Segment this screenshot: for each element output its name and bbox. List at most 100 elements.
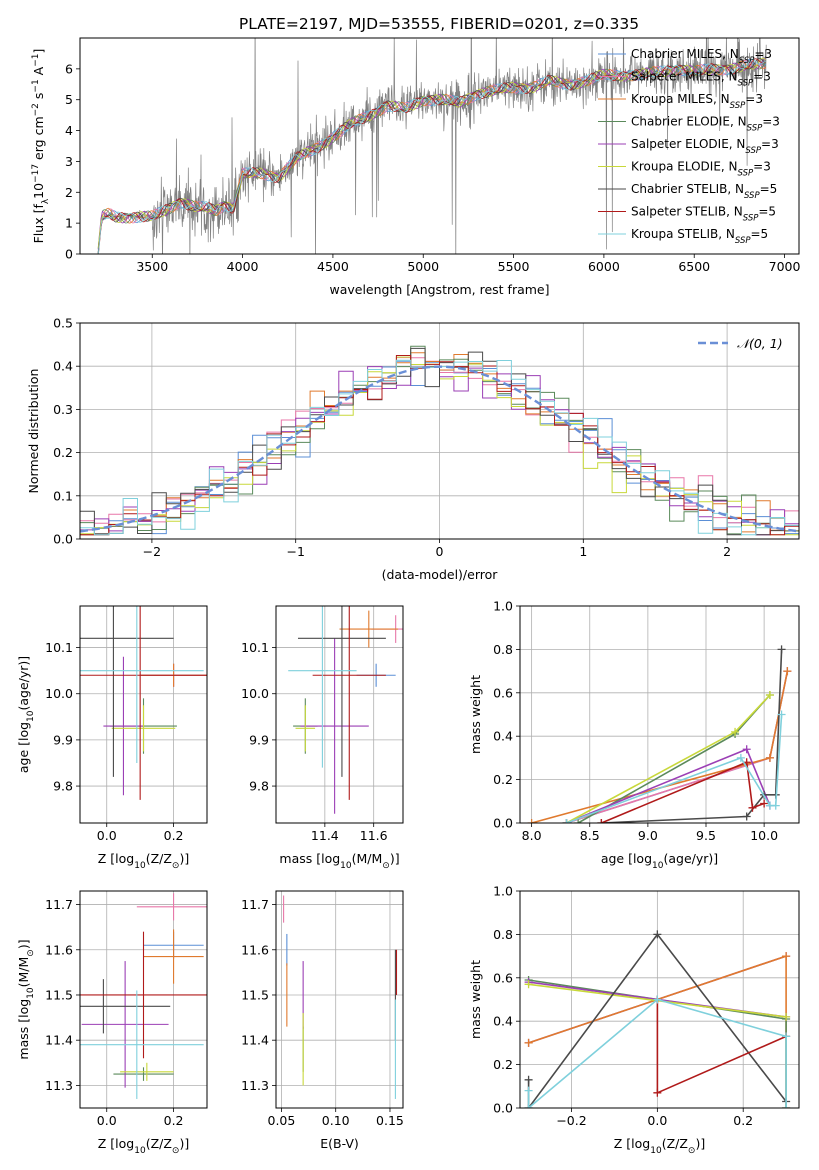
point-marker [597, 819, 606, 823]
y-tick-label: 11.5 [241, 987, 269, 1002]
x-tick-label: 7000 [769, 259, 801, 274]
axes-frame [519, 890, 800, 1109]
x-tick-label: −0.2 [556, 1113, 586, 1128]
x-tick-label: 0.2 [164, 828, 184, 843]
point-marker [524, 1086, 533, 1095]
x-tick-label: 10.0 [750, 828, 778, 843]
y-tick-label: 9.8 [249, 779, 269, 794]
y-tick-label: 11.3 [45, 1078, 73, 1093]
y-tick-label: 11.4 [241, 1033, 269, 1048]
y-tick-label: 1 [65, 216, 73, 231]
axes-frame [275, 890, 404, 1109]
series-line-7 [601, 761, 765, 823]
y-tick-label: 11.3 [241, 1078, 269, 1093]
y-tick-label: 11.4 [45, 1033, 73, 1048]
y-tick-label: 11.7 [241, 897, 269, 912]
y-tick-label: 4 [65, 123, 73, 138]
point-marker [736, 753, 745, 762]
x-tick-label: 0.2 [733, 1113, 753, 1128]
x-tick-label: 0.05 [268, 1113, 296, 1128]
point-marker [760, 799, 769, 808]
axes-frame [79, 605, 208, 824]
y-tick-label: 0.6 [493, 685, 513, 700]
x-tick-label: 4500 [317, 259, 349, 274]
y-tick-label: 9.9 [53, 732, 73, 747]
y-axis-label: Flux [fλ10−17 erg cm−2 s−1 A−1] [31, 49, 51, 244]
legend-entry: 𝒩(0, 1) [737, 336, 783, 351]
point-marker [765, 753, 774, 762]
x-tick-label: 2 [723, 544, 731, 559]
y-tick-label: 1.0 [493, 884, 513, 899]
plot-area [97, 38, 767, 254]
legend-entry: Salpeter MILES, NSSP=3 [631, 70, 771, 89]
x-axis-label: (data-model)/error [382, 567, 499, 582]
x-axis-label: wavelength [Angstrom, rest frame] [329, 282, 549, 297]
x-tick-label: 6500 [678, 259, 710, 274]
x-tick-label: 3500 [136, 259, 168, 274]
y-tick-label: 10.1 [45, 640, 73, 655]
y-axis-label: age [log10(age/yr)] [16, 656, 36, 773]
y-tick-label: 10.1 [241, 640, 269, 655]
plot-area [80, 323, 799, 539]
x-tick-label: 0.0 [97, 1113, 117, 1128]
x-axis-label: age [log10(age/yr)] [601, 851, 718, 871]
legend-entry: Chabrier MILES, NSSP=3 [631, 47, 772, 66]
point-marker [748, 803, 757, 812]
y-tick-label: 9.9 [249, 732, 269, 747]
point-marker [653, 930, 662, 939]
y-tick-label: 0.2 [53, 445, 73, 460]
x-tick-label: 1 [579, 544, 587, 559]
y-tick-label: 1.0 [493, 599, 513, 614]
y-tick-label: 9.8 [53, 779, 73, 794]
x-axis-label: Z [log10(Z/Z⊙)] [98, 851, 189, 871]
legend: Chabrier MILES, NSSP=3 Salpeter MILES, NS… [598, 47, 780, 246]
x-tick-label: −2 [143, 544, 161, 559]
y-tick-label: 0.8 [493, 642, 513, 657]
legend-entry: Kroupa MILES, NSSP=3 [631, 92, 763, 111]
x-axis-label: Z [log10(Z/Z⊙)] [98, 1136, 189, 1156]
y-tick-label: 0 [65, 247, 73, 262]
plot-area [80, 891, 207, 1108]
y-tick-label: 10.0 [45, 686, 73, 701]
model-spectrum-8 [98, 58, 766, 254]
y-tick-label: 0.5 [53, 316, 73, 331]
x-tick-label: −1 [286, 544, 304, 559]
plot-area [80, 606, 207, 823]
panel-massweight_vs_age: 8.0 8.5 9.0 9.5 10.0 0.0 0.2 0.4 0.6 0.8 1.0 age [l… [468, 599, 800, 871]
panel-age_vs_Z: 0.0 0.2 9.8 9.9 10.0 10.1 Z [log10(Z/Z⊙)] age [… [16, 605, 208, 871]
plot-area [520, 606, 799, 823]
point-marker [765, 690, 774, 699]
x-tick-label: 8.5 [580, 828, 600, 843]
axes-frame [79, 37, 800, 255]
point-marker [574, 819, 583, 823]
y-axis-label: mass weight [468, 675, 483, 754]
plot-area [520, 891, 799, 1108]
observed-spectrum [97, 38, 767, 254]
panel-massweight_vs_Z: −0.2 0.0 0.2 0.0 0.2 0.4 0.6 0.8 1.0 Z [log10(Z/Z… [468, 884, 800, 1156]
x-axis-label: Z [log10(Z/Z⊙)] [614, 1136, 705, 1156]
y-tick-label: 0.6 [493, 970, 513, 985]
point-marker [524, 980, 533, 989]
panel-mass_vs_Z: 0.0 0.2 11.3 11.4 11.5 11.6 11.7 Z [log10(Z/Z⊙)… [16, 890, 208, 1156]
normal-curve [80, 365, 797, 533]
point-marker [562, 819, 571, 823]
y-tick-label: 0.2 [493, 772, 513, 787]
y-tick-label: 10.0 [241, 686, 269, 701]
x-tick-label: 0.10 [322, 1113, 350, 1128]
plot-area [276, 606, 403, 823]
legend-entry: Chabrier ELODIE, NSSP=3 [631, 115, 780, 134]
point-marker [742, 812, 751, 821]
y-tick-label: 0.0 [493, 816, 513, 831]
model-spectrum-7 [98, 58, 767, 254]
legend-entry: Chabrier STELIB, NSSP=5 [631, 182, 777, 201]
figure-title: PLATE=2197, MJD=53555, FIBERID=0201, z=0… [239, 15, 639, 33]
y-tick-label: 0.4 [493, 729, 513, 744]
point-marker [777, 710, 786, 719]
point-marker [782, 1012, 791, 1021]
y-tick-label: 11.5 [45, 987, 73, 1002]
point-marker [782, 1032, 791, 1041]
panel-mass_vs_ebv: 0.05 0.10 0.15 11.3 11.4 11.5 11.6 11.7 E(B-V) [241, 890, 404, 1151]
x-tick-label: 6000 [588, 259, 620, 274]
y-tick-label: 0.4 [493, 1014, 513, 1029]
